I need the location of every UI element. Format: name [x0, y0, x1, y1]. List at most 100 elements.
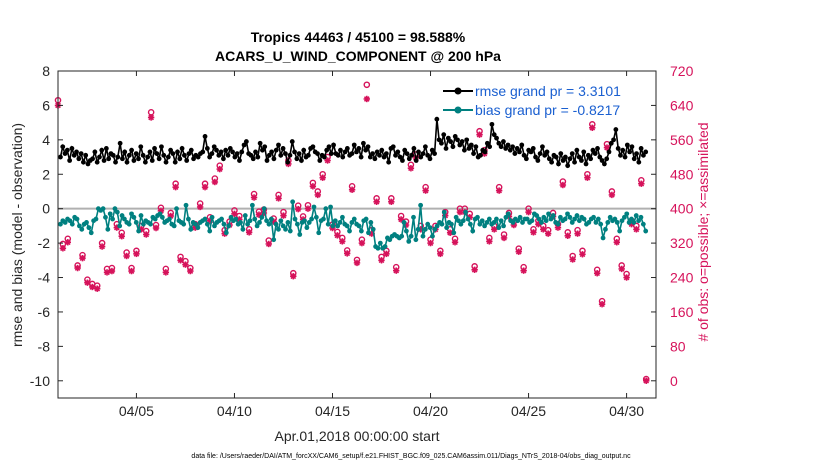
rmse-point [450, 144, 456, 150]
obs-assimilated-point [451, 239, 459, 246]
obs-assimilated-point [437, 250, 444, 258]
bias-point [122, 216, 127, 222]
rmse-point [452, 134, 458, 139]
x-tick-label: 04/30 [609, 403, 644, 419]
rmse-point [597, 154, 603, 160]
rmse-point [574, 147, 580, 153]
rmse-point [305, 152, 311, 158]
bias-point [233, 216, 239, 222]
bias-point [183, 202, 189, 208]
obs-assimilated-point [201, 183, 209, 191]
bias-point [103, 214, 108, 220]
rmse-point [484, 140, 490, 146]
bias-point [204, 221, 210, 227]
rmse-point [262, 144, 268, 150]
rmse-point [356, 146, 362, 151]
obs-assimilated-point [544, 230, 552, 237]
bias-point [159, 214, 165, 220]
rmse-point [71, 152, 77, 158]
bias-point [636, 218, 641, 224]
rmse-point [379, 147, 385, 153]
obs-assimilated-series [54, 95, 650, 384]
bias-point [491, 220, 497, 225]
bias-point [576, 218, 582, 224]
obs-assimilated-point [569, 256, 576, 263]
rmse-point [266, 152, 272, 158]
y-left-tick-label: 0 [42, 201, 50, 217]
y-left-tick-label: -10 [30, 373, 50, 389]
rmse-point [367, 154, 373, 160]
obs-assimilated-point [388, 198, 395, 205]
y-right-tick-label: 400 [670, 201, 694, 217]
obs-assimilated-point [98, 243, 106, 250]
rmse-point [434, 116, 440, 122]
bias-point [558, 214, 563, 220]
obs-assimilated-point [187, 267, 194, 275]
rmse-point [643, 149, 649, 155]
rmse-point [126, 152, 132, 158]
chart-title-line1: Tropics 44463 / 45100 = 98.588% [251, 29, 466, 45]
rmse-point [225, 152, 231, 158]
bias-point [181, 221, 187, 227]
bias-point [133, 220, 139, 225]
rmse-point [523, 156, 529, 162]
rmse-point [461, 147, 467, 153]
rmse-point [232, 154, 238, 160]
bias-point [297, 232, 303, 237]
rmse-point [264, 158, 270, 163]
bias-point [586, 220, 592, 225]
bias-point [619, 218, 625, 224]
rmse-point [326, 144, 332, 150]
rmse-point [58, 154, 63, 160]
rmse-point [381, 154, 387, 160]
rmse-point [422, 144, 428, 150]
bias-point [422, 226, 428, 232]
rmse-point [282, 151, 288, 157]
bias-point [126, 221, 132, 227]
bias-point [306, 220, 312, 225]
rmse-point [260, 147, 265, 153]
bias-point [565, 211, 570, 217]
bias-point [292, 216, 298, 222]
bias-point [467, 221, 473, 227]
rmse-point [113, 159, 118, 165]
rmse-point [622, 154, 628, 160]
bias-point [323, 206, 329, 212]
rmse-point [97, 154, 102, 160]
legend-bias-label: bias grand pr = -0.8217 [475, 102, 620, 118]
bias-point [157, 211, 163, 217]
rmse-point [521, 152, 527, 158]
obs-assimilated-point [608, 191, 616, 199]
rmse-point [250, 156, 256, 162]
bias-point [520, 220, 525, 225]
rmse-point [154, 151, 160, 157]
bias-point [387, 237, 393, 243]
rmse-point [301, 147, 307, 153]
obs-assimilated-point [265, 240, 272, 248]
rmse-point [556, 161, 561, 167]
rmse-point [184, 158, 190, 163]
bias-point [280, 223, 286, 229]
obs-assimilated-point [143, 231, 150, 238]
rmse-point [583, 161, 589, 167]
y-left-tick-label: 4 [42, 132, 50, 148]
rmse-point [478, 152, 483, 158]
bias-point [605, 220, 611, 225]
bias-point [316, 230, 322, 236]
rmse-point [361, 140, 366, 146]
rmse-point [487, 144, 493, 150]
y-left-tick-label: 6 [42, 97, 50, 113]
bias-point [503, 214, 509, 220]
obs-assimilated-point [152, 224, 160, 232]
x-tick-label: 04/10 [217, 403, 252, 419]
rmse-point [585, 152, 591, 158]
bias-point [131, 214, 137, 220]
obs-assimilated-point [486, 238, 493, 245]
rmse-point [627, 149, 633, 155]
rmse-point [443, 146, 449, 151]
y-left-tick-label: -8 [38, 338, 51, 354]
bias-point [174, 206, 179, 212]
bias-point [152, 216, 158, 222]
obs-assimilated-point [123, 252, 130, 260]
